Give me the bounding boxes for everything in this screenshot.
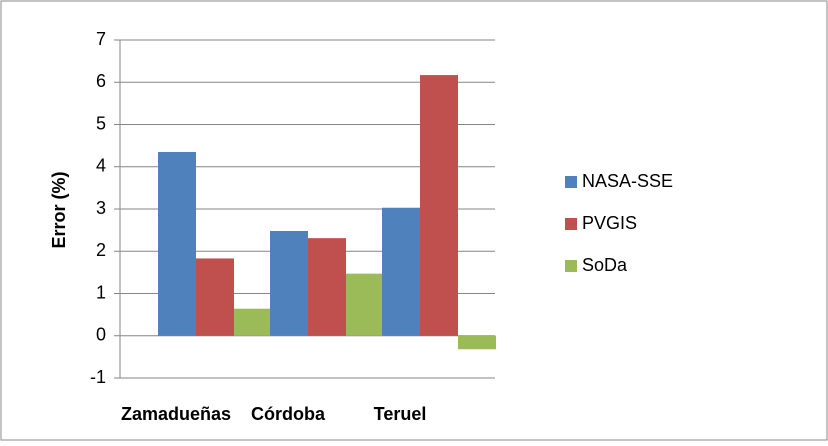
legend-label: PVGIS <box>582 213 637 233</box>
y-tick-label: 1 <box>96 282 106 302</box>
x-tick-label: Teruel <box>374 404 427 424</box>
y-tick-label: 3 <box>96 198 106 218</box>
legend-label: NASA-SSE <box>582 171 673 191</box>
y-tick-label: -1 <box>90 367 106 387</box>
bar <box>158 151 196 336</box>
y-tick-label: 4 <box>96 156 106 176</box>
y-tick-label: 7 <box>96 29 106 49</box>
x-tick-label: Córdoba <box>251 404 326 424</box>
bar <box>346 273 384 336</box>
legend-swatch <box>565 176 577 188</box>
y-tick-label: 6 <box>96 71 106 91</box>
x-tick-label: Zamadueñas <box>121 404 231 424</box>
y-tick-label: 5 <box>96 113 106 133</box>
bar <box>458 335 496 350</box>
bar <box>420 75 458 336</box>
bar <box>382 207 420 336</box>
y-tick-label: 0 <box>96 325 106 345</box>
y-tick-label: 2 <box>96 240 106 260</box>
bar <box>308 238 346 336</box>
y-axis-label: Error (%) <box>49 171 69 248</box>
bar <box>196 258 234 336</box>
bar <box>234 308 272 336</box>
legend-label: SoDa <box>582 255 628 275</box>
legend-swatch <box>565 260 577 272</box>
legend-swatch <box>565 218 577 230</box>
bar <box>270 230 308 336</box>
